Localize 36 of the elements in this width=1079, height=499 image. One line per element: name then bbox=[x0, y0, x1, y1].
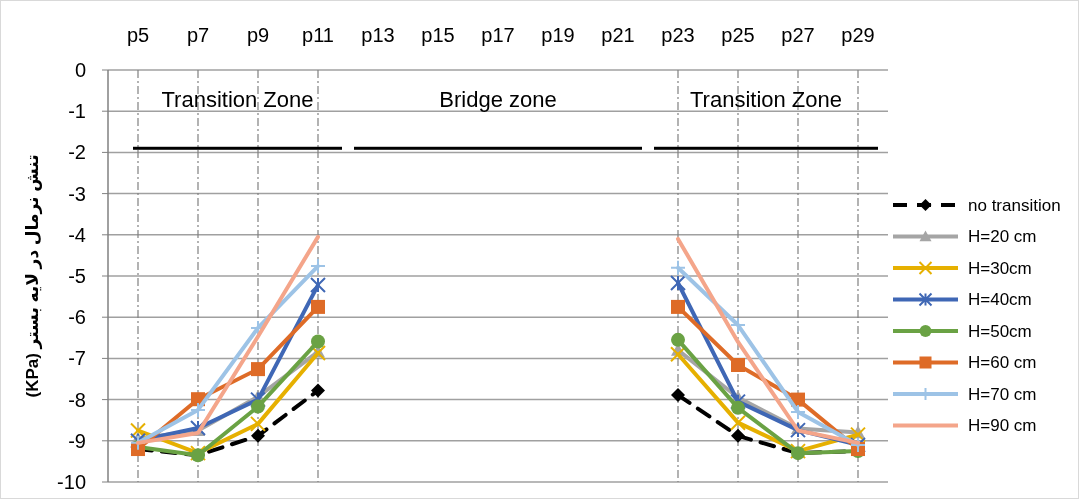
x-tick-label: p19 bbox=[541, 24, 575, 46]
legend-label: H=40cm bbox=[968, 290, 1032, 310]
legend-label: H=70 cm bbox=[968, 384, 1037, 404]
annotation: Bridge zone bbox=[439, 86, 557, 112]
y-tick-label: -3 bbox=[68, 182, 86, 205]
y-tick-label: -1 bbox=[68, 100, 86, 123]
y-tick-label: -2 bbox=[68, 141, 86, 164]
y-tick-label: 0 bbox=[74, 59, 86, 81]
x-tick-label: p29 bbox=[841, 24, 875, 46]
x-tick-label: p27 bbox=[781, 24, 815, 46]
annotation: Transition Zone bbox=[689, 86, 843, 112]
x-tick-label: p9 bbox=[246, 24, 270, 46]
x-tick-label: p11 bbox=[302, 24, 334, 46]
legend-label: H=20 cm bbox=[968, 227, 1037, 247]
legend-label: H=30cm bbox=[968, 258, 1032, 278]
y-tick-label: -7 bbox=[68, 347, 86, 370]
legend-label: H=50cm bbox=[968, 321, 1032, 341]
legend-label: no transition bbox=[968, 195, 1061, 215]
x-tick-label: p15 bbox=[421, 24, 455, 46]
y-tick-label: -4 bbox=[68, 223, 86, 246]
annotation: Transition Zone bbox=[161, 86, 314, 112]
y-tick-label: -8 bbox=[68, 388, 86, 411]
y-tick-label: -5 bbox=[68, 265, 86, 287]
legend-label: H=60 cm bbox=[968, 353, 1037, 373]
legend-label: H=90 cm bbox=[968, 416, 1037, 436]
y-tick-label: -9 bbox=[68, 429, 86, 452]
y-axis-title: تنش نرمال در لایه بستر (KPa) bbox=[23, 154, 43, 398]
x-tick-label: p23 bbox=[661, 24, 695, 46]
x-tick-label: p25 bbox=[721, 24, 755, 46]
x-tick-label: p13 bbox=[361, 24, 395, 46]
x-tick-label: p17 bbox=[481, 24, 515, 46]
x-tick-label: p5 bbox=[126, 24, 150, 46]
x-tick-label: p21 bbox=[601, 24, 635, 46]
y-tick-label: -10 bbox=[57, 471, 86, 493]
x-tick-label: p7 bbox=[186, 24, 210, 46]
y-tick-label: -6 bbox=[68, 306, 86, 329]
